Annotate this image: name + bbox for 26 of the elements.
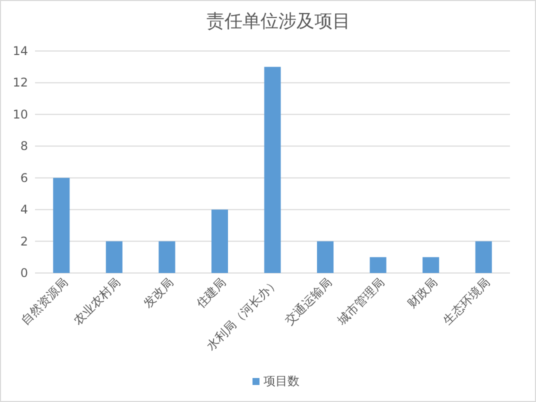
bar [264, 66, 281, 273]
y-tick-label: 10 [12, 107, 28, 122]
y-tick-label: 12 [12, 76, 28, 90]
x-tick-label: 城市管理局 [334, 275, 388, 328]
bar [370, 257, 386, 273]
y-tick-label: 6 [20, 170, 28, 185]
bar [158, 241, 176, 273]
x-tick-label: 生态环境局 [440, 275, 493, 328]
bar [211, 210, 228, 273]
x-tick-label: 财政局 [404, 275, 440, 311]
bar [53, 178, 70, 273]
legend-label: 项目数 [264, 374, 300, 388]
chart-title: 责任单位涉及项目 [206, 11, 350, 32]
y-tick-label: 4 [20, 202, 28, 217]
x-tick-label: 交通运输局 [282, 275, 334, 328]
y-tick-label: 0 [20, 266, 28, 280]
bar [475, 241, 492, 273]
x-tick-label: 农业农村局 [70, 275, 124, 328]
x-tick-label: 发改局 [140, 275, 176, 311]
y-tick-label: 14 [12, 44, 28, 58]
bar [422, 257, 440, 273]
y-tick-label: 8 [20, 139, 28, 154]
bar [106, 241, 122, 273]
y-tick-label: 2 [20, 234, 28, 248]
bar [317, 241, 334, 273]
x-tick-label: 住建局 [192, 275, 229, 312]
